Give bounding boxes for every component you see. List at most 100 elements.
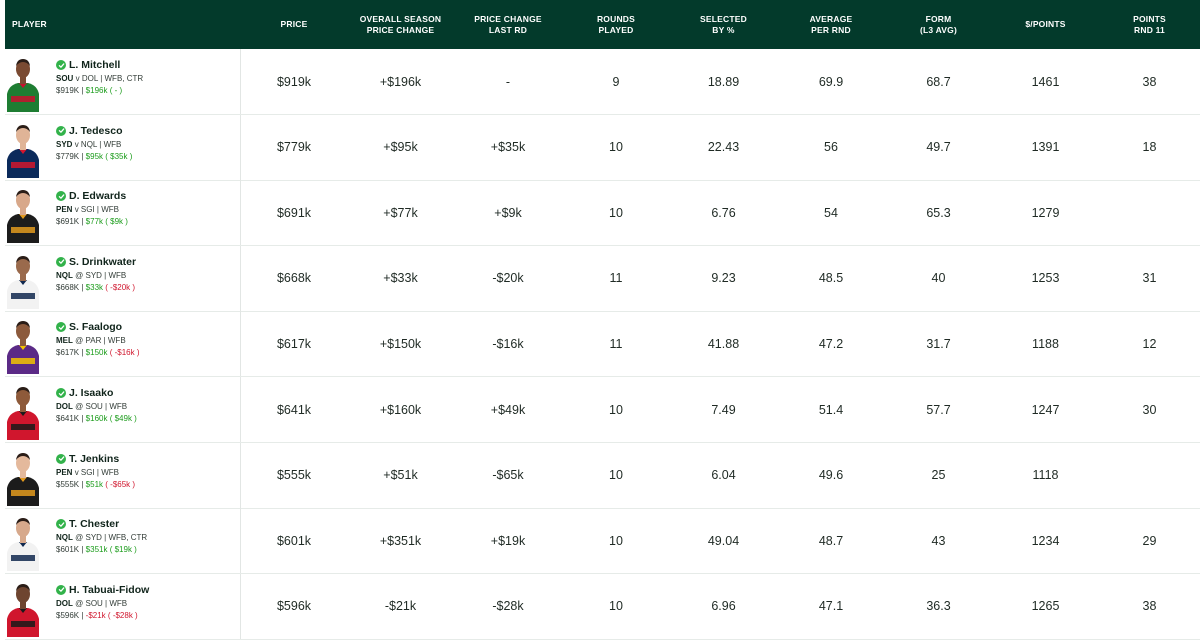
table-row[interactable]: T. Chester NQL @ SYD | WFB, CTR $601K | … (5, 508, 1200, 575)
selected-check-icon (56, 60, 66, 70)
column-header-dollar-points[interactable]: $/POINTS (1025, 19, 1066, 29)
player-mini-price: $601K | $351k ( $19k ) (56, 545, 137, 555)
player-mini-price: $691K | $77k ( $9k ) (56, 217, 128, 227)
price-cell: $641k (276, 402, 312, 417)
dollar-points-cell: 1118 (1032, 468, 1059, 483)
table-row[interactable]: L. Mitchell SOU v DOL | WFB, CTR $919K |… (5, 49, 1200, 115)
dollar-points-cell: 1247 (1031, 402, 1060, 417)
average-per-rnd-cell: 47.1 (818, 599, 844, 614)
player-cell[interactable]: S. Drinkwater NQL @ SYD | WFB $668K | $3… (5, 245, 241, 311)
form-cell: 31.7 (926, 336, 951, 351)
average-per-rnd-cell: 56 (824, 140, 838, 155)
column-header-overall-price-change[interactable]: OVERALL SEASON PRICE CHANGE (359, 13, 442, 35)
price-change-last-rd-cell: +$9k (494, 205, 522, 220)
price-cell: $919k (276, 74, 312, 89)
selected-by-cell: 6.96 (711, 599, 736, 614)
player-cell[interactable]: H. Tabuai-Fidow DOL @ SOU | WFB $596K | … (5, 573, 241, 639)
table-row[interactable]: H. Tabuai-Fidow DOL @ SOU | WFB $596K | … (5, 573, 1200, 640)
player-cell[interactable]: S. Faalogo MEL @ PAR | WFB $617K | $150k… (5, 311, 241, 377)
player-cell[interactable]: T. Jenkins PEN v SGI | WFB $555K | $51k … (5, 442, 241, 508)
player-name[interactable]: J. Isaako (56, 387, 113, 399)
selected-by-cell: 9.23 (711, 271, 736, 286)
form-cell: 36.3 (926, 599, 951, 614)
column-header-average-per-rnd[interactable]: AVERAGE PER RND (809, 13, 853, 35)
selected-by-cell: 7.49 (711, 402, 736, 417)
player-mini-price: $596K | -$21k ( -$28k ) (56, 610, 138, 620)
table-header: PLAYER PRICE OVERALL SEASON PRICE CHANGE… (5, 0, 1200, 49)
overall-price-change-cell: +$51k (383, 468, 418, 483)
player-avatar (5, 314, 41, 375)
player-name[interactable]: S. Drinkwater (56, 256, 136, 268)
player-name[interactable]: D. Edwards (56, 190, 126, 202)
column-header-rounds-played[interactable]: ROUNDS PLAYED (596, 13, 636, 35)
price-change-last-rd-cell: -$28k (492, 599, 524, 614)
player-fixture: MEL @ PAR | WFB (56, 336, 126, 346)
rounds-played-cell: 11 (609, 271, 623, 286)
player-name[interactable]: T. Chester (56, 518, 119, 530)
table-row[interactable]: J. Tedesco SYD v NQL | WFB $779K | $95k … (5, 114, 1200, 181)
player-avatar (5, 183, 41, 244)
dollar-points-cell: 1188 (1032, 336, 1059, 351)
player-name[interactable]: H. Tabuai-Fidow (56, 584, 149, 596)
player-avatar (5, 117, 41, 178)
rounds-played-cell: 10 (609, 468, 623, 483)
player-cell[interactable]: T. Chester NQL @ SYD | WFB, CTR $601K | … (5, 508, 241, 574)
price-change-last-rd-cell: -$20k (492, 271, 524, 286)
dollar-points-cell: 1234 (1031, 533, 1060, 548)
price-cell: $691k (276, 205, 312, 220)
player-fixture: SYD v NQL | WFB (56, 139, 122, 149)
selected-check-icon (56, 453, 66, 464)
column-header-price[interactable]: PRICE (280, 19, 308, 29)
dollar-points-cell: 1253 (1031, 271, 1060, 286)
player-name[interactable]: T. Jenkins (56, 453, 119, 465)
player-cell[interactable]: J. Tedesco SYD v NQL | WFB $779K | $95k … (5, 114, 241, 180)
price-change-last-rd-cell: -$65k (492, 468, 524, 483)
column-header-price-change-last-rd[interactable]: PRICE CHANGE LAST RD (474, 13, 542, 35)
player-fixture: NQL @ SYD | WFB (56, 270, 127, 280)
rounds-played-cell: 10 (609, 140, 623, 155)
column-header-points-rnd[interactable]: POINTS RND 11 (1133, 13, 1166, 35)
player-cell[interactable]: L. Mitchell SOU v DOL | WFB, CTR $919K |… (5, 49, 241, 114)
selected-check-icon (56, 519, 66, 530)
player-name[interactable]: L. Mitchell (56, 59, 120, 71)
player-mini-price: $779K | $95k ( $35k ) (56, 151, 133, 161)
player-cell[interactable]: J. Isaako DOL @ SOU | WFB $641K | $160k … (5, 377, 241, 442)
rounds-played-cell: 10 (609, 599, 623, 614)
column-header-selected-by[interactable]: SELECTED BY % (700, 13, 747, 35)
player-fixture: DOL @ SOU | WFB (56, 402, 128, 411)
average-per-rnd-cell: 47.2 (818, 336, 844, 351)
price-cell: $779k (276, 140, 312, 155)
table-row[interactable]: D. Edwards PEN v SGI | WFB $691K | $77k … (5, 180, 1200, 247)
dollar-points-cell: 1461 (1031, 74, 1060, 89)
selected-check-icon (56, 322, 66, 333)
selected-by-cell: 41.88 (707, 336, 740, 351)
table-row[interactable]: S. Faalogo MEL @ PAR | WFB $617K | $150k… (5, 311, 1200, 378)
price-change-last-rd-cell: -$16k (492, 336, 524, 351)
price-change-last-rd-cell: - (505, 74, 511, 89)
overall-price-change-cell: +$196k (379, 74, 422, 89)
selected-by-cell: 6.76 (711, 205, 736, 220)
overall-price-change-cell: +$160k (379, 402, 422, 417)
average-per-rnd-cell: 51.4 (818, 402, 844, 417)
player-mini-price: $555K | $51k ( -$65k ) (56, 479, 136, 489)
price-change-last-rd-cell: +$35k (490, 140, 526, 155)
points-rnd-cell: 31 (1142, 271, 1157, 286)
price-change-last-rd-cell: +$49k (490, 402, 526, 417)
player-name[interactable]: S. Faalogo (56, 321, 122, 333)
points-rnd-cell: 38 (1142, 74, 1157, 89)
table-row[interactable]: J. Isaako DOL @ SOU | WFB $641K | $160k … (5, 377, 1200, 443)
table-row[interactable]: S. Drinkwater NQL @ SYD | WFB $668K | $3… (5, 245, 1200, 312)
column-header-player[interactable]: PLAYER (12, 19, 47, 29)
player-avatar (5, 576, 41, 637)
price-cell: $668k (276, 271, 312, 286)
column-header-form[interactable]: FORM (L3 AVG) (919, 13, 957, 35)
average-per-rnd-cell: 69.9 (818, 74, 844, 89)
player-avatar (5, 248, 41, 309)
points-rnd-cell: 12 (1142, 336, 1157, 351)
overall-price-change-cell: +$33k (383, 271, 418, 286)
average-per-rnd-cell: 49.6 (818, 468, 844, 483)
price-cell: $555k (276, 468, 312, 483)
player-cell[interactable]: D. Edwards PEN v SGI | WFB $691K | $77k … (5, 180, 241, 246)
player-name[interactable]: J. Tedesco (56, 125, 123, 137)
table-row[interactable]: T. Jenkins PEN v SGI | WFB $555K | $51k … (5, 442, 1200, 509)
